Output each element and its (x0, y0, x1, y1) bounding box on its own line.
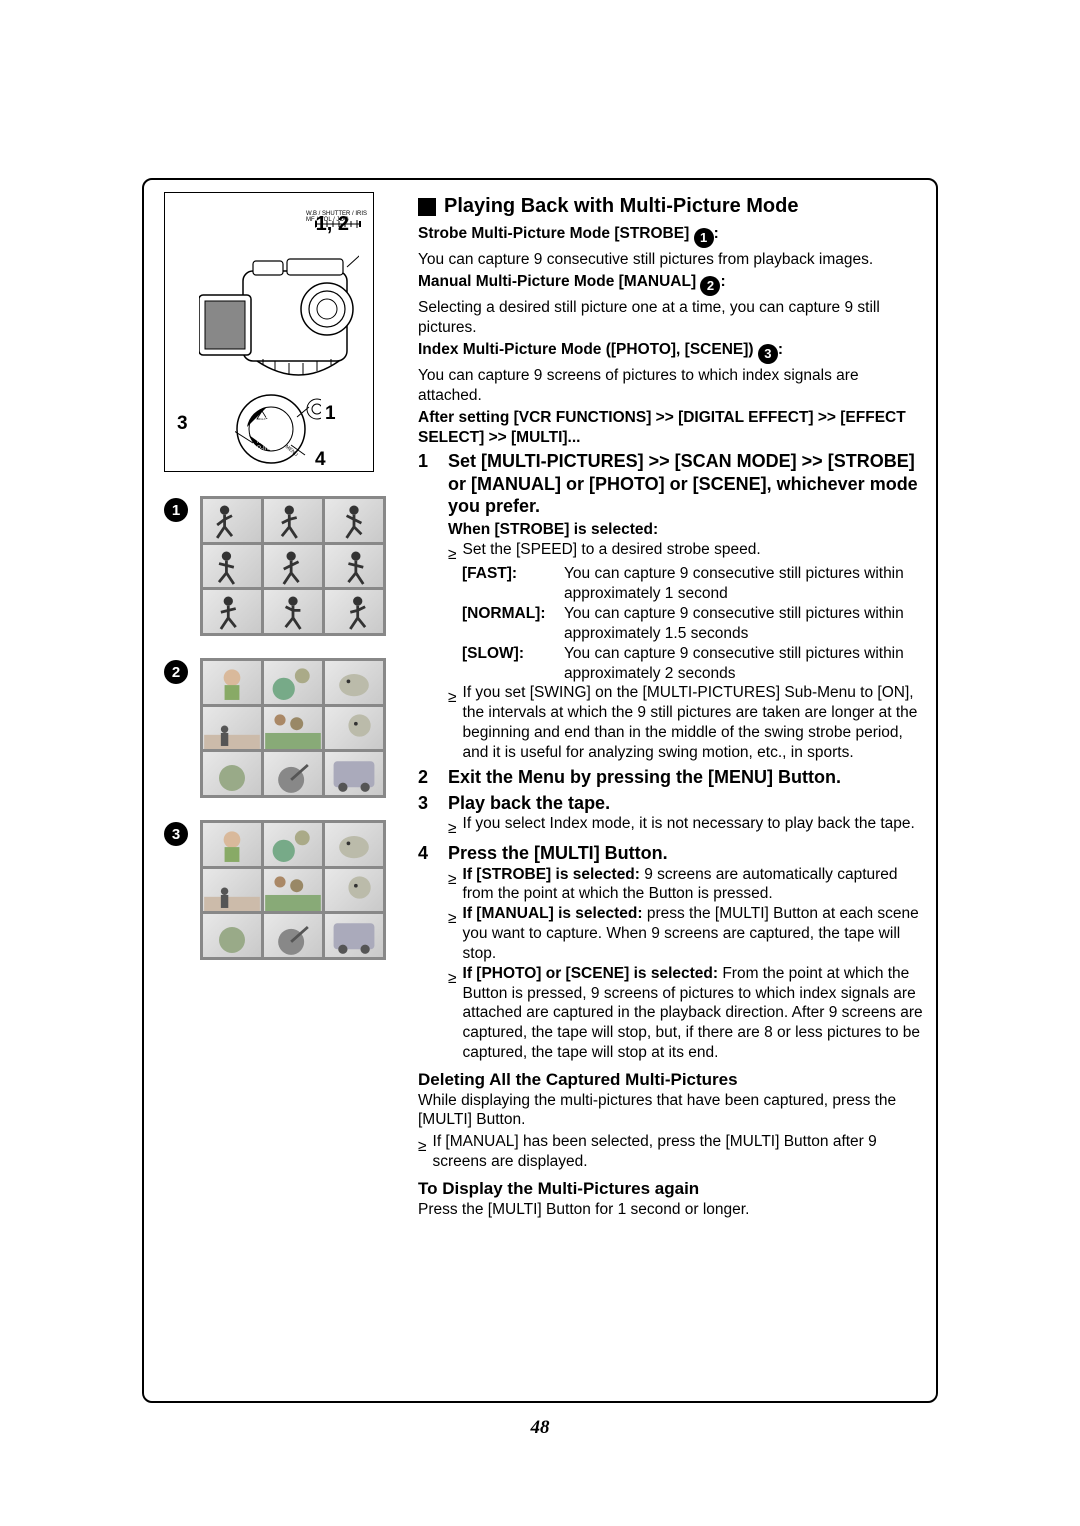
grid-index (200, 820, 386, 960)
section-title: Playing Back with Multi-Picture Mode (418, 194, 926, 220)
after-setting: After setting [VCR FUNCTIONS] >> [DIGITA… (418, 408, 926, 448)
fast-label: [FAST]: (462, 564, 556, 604)
svg-text:LIGHT: LIGHT (257, 424, 278, 431)
b1-bold: If [STROBE] is selected: (463, 866, 645, 883)
slow-text: You can capture 9 consecutive still pict… (564, 644, 926, 684)
step-1-head: Set [MULTI-PICTURES] >> [SCAN MODE] >> [… (448, 450, 926, 518)
step-4-b3: ≥If [PHOTO] or [SCENE] is selected: From… (448, 964, 926, 1063)
circle-3: 3 (164, 822, 188, 846)
right-column: Playing Back with Multi-Picture Mode Str… (418, 194, 926, 1222)
inline-circle-1: 1 (694, 228, 714, 248)
left-column: 1, 2 W.B / SHUTTER / IRIS MF / VOL / JOG (164, 192, 406, 982)
circle-1: 1 (164, 498, 188, 522)
step-1-num: 1 (418, 450, 434, 762)
square-bullet-icon (418, 198, 436, 216)
inline-circle-2: 2 (700, 276, 720, 296)
step-2-head: Exit the Menu by pressing the [MENU] But… (448, 766, 926, 789)
manual-head-text: Manual Multi-Picture Mode [MANUAL] (418, 273, 700, 290)
swing-text: If you set [SWING] on the [MULTI-PICTURE… (463, 683, 926, 762)
step-3: 3 Play back the tape. ≥If you select Ind… (418, 792, 926, 839)
delete-head: Deleting All the Captured Multi-Pictures (418, 1069, 926, 1091)
circle-2: 2 (164, 660, 188, 684)
step-2-num: 2 (418, 766, 434, 789)
manual-head: Manual Multi-Picture Mode [MANUAL] 2: (418, 272, 926, 296)
speed-table: [FAST]:You can capture 9 consecutive sti… (462, 564, 926, 683)
strobe-head: Strobe Multi-Picture Mode [STROBE] 1: (418, 224, 926, 248)
step-4: 4 Press the [MULTI] Button. ≥If [STROBE]… (418, 842, 926, 1063)
when-strobe: When [STROBE] is selected: (448, 520, 926, 540)
swing-note: ≥If you set [SWING] on the [MULTI-PICTUR… (448, 683, 926, 762)
camcorder-diagram: 1, 2 W.B / SHUTTER / IRIS MF / VOL / JOG (164, 192, 374, 472)
redisplay-head: To Display the Multi-Pictures again (418, 1178, 926, 1200)
step-3-note: ≥If you select Index mode, it is not nec… (448, 814, 926, 839)
step-2: 2 Exit the Menu by pressing the [MENU] B… (418, 766, 926, 789)
label-3: 3 (177, 413, 188, 435)
svg-text:BACK: BACK (260, 416, 279, 423)
speed-intro: ≥Set the [SPEED] to a desired strobe spe… (448, 540, 926, 565)
delete-note: ≥If [MANUAL] has been selected, press th… (418, 1132, 926, 1172)
camcorder-icon (199, 253, 359, 393)
index-head: Index Multi-Picture Mode ([PHOTO], [SCEN… (418, 340, 926, 364)
index-head-text: Index Multi-Picture Mode ([PHOTO], [SCEN… (418, 341, 758, 358)
redisplay-text: Press the [MULTI] Button for 1 second or… (418, 1200, 926, 1220)
fast-text: You can capture 9 consecutive still pict… (564, 564, 926, 604)
step-1: 1 Set [MULTI-PICTURES] >> [SCAN MODE] >>… (418, 450, 926, 762)
step-3-note-text: If you select Index mode, it is not nece… (463, 814, 915, 839)
page-frame: 1, 2 W.B / SHUTTER / IRIS MF / VOL / JOG (142, 178, 938, 1403)
title-text: Playing Back with Multi-Picture Mode (444, 194, 799, 220)
normal-label: [NORMAL]: (462, 604, 556, 644)
svg-text:P-IN-P: P-IN-P (257, 446, 275, 452)
b2-bold: If [MANUAL] is selected: (463, 905, 647, 922)
thumb-manual: 2 (164, 658, 406, 798)
delete-text: While displaying the multi-pictures that… (418, 1091, 926, 1131)
strobe-head-text: Strobe Multi-Picture Mode [STROBE] (418, 225, 694, 242)
svg-text:MULTI: MULTI (257, 439, 275, 445)
normal-text: You can capture 9 consecutive still pict… (564, 604, 926, 644)
grid-strobe (200, 496, 386, 636)
page-number: 48 (144, 1417, 936, 1439)
slow-label: [SLOW]: (462, 644, 556, 684)
control-dial-icon: BACK LIGHT MULTI P-IN-P MENU (235, 393, 321, 465)
grid-manual (200, 658, 386, 798)
step-3-num: 3 (418, 792, 434, 839)
manual-text: Selecting a desired still picture one at… (418, 298, 926, 338)
slider-bar-icon (315, 217, 361, 231)
step-4-num: 4 (418, 842, 434, 1063)
index-text: You can capture 9 screens of pictures to… (418, 366, 926, 406)
step-4-head: Press the [MULTI] Button. (448, 842, 926, 865)
step-4-b2: ≥If [MANUAL] is selected: press the [MUL… (448, 904, 926, 963)
thumb-index: 3 (164, 820, 406, 960)
strobe-text: You can capture 9 consecutive still pict… (418, 250, 926, 270)
speed-intro-text: Set the [SPEED] to a desired strobe spee… (463, 540, 761, 565)
delete-note-text: If [MANUAL] has been selected, press the… (433, 1132, 926, 1172)
inline-circle-3: 3 (758, 344, 778, 364)
label-1: 1 (325, 403, 336, 425)
thumb-strobe: 1 (164, 496, 406, 636)
label-4: 4 (315, 449, 326, 471)
step-4-b1: ≥If [STROBE] is selected: 9 screens are … (448, 865, 926, 905)
b3-bold: If [PHOTO] or [SCENE] is selected: (463, 965, 723, 982)
step-3-head: Play back the tape. (448, 792, 926, 815)
